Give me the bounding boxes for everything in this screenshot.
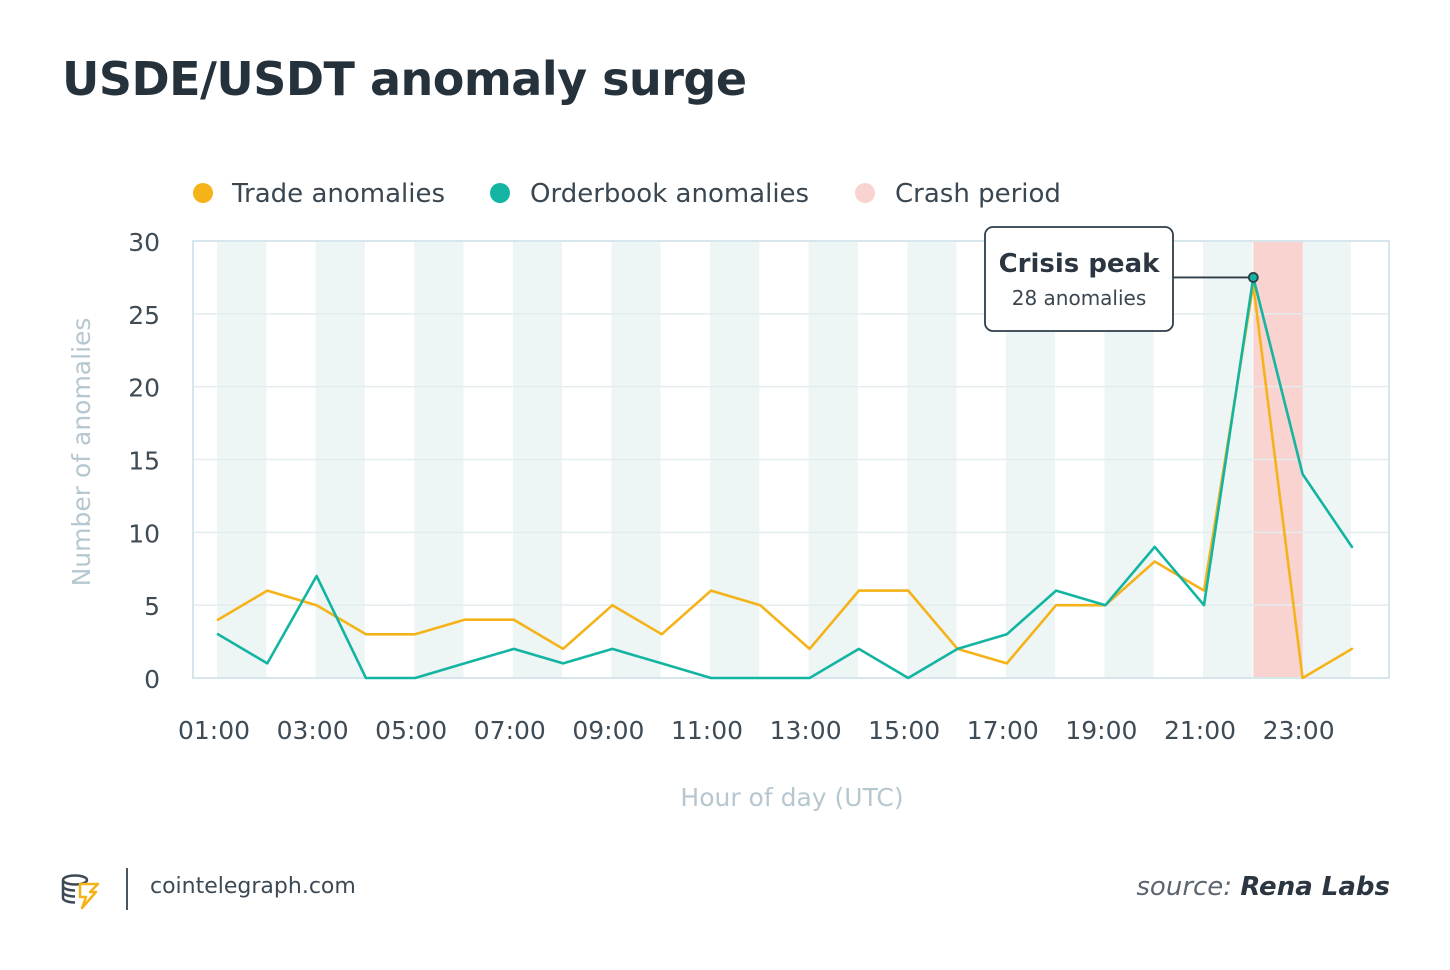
y-tick-label: 25 — [128, 301, 160, 330]
footer-source: source: Rena Labs — [1136, 872, 1390, 902]
x-tick-label: 15:00 — [868, 716, 940, 745]
x-axis-label: Hour of day (UTC) — [680, 783, 903, 812]
legend-label: Orderbook anomalies — [530, 179, 809, 209]
x-tick-label: 09:00 — [572, 716, 644, 745]
x-tick-label: 19:00 — [1065, 716, 1137, 745]
annotation-title: Crisis peak — [999, 249, 1161, 279]
orderbook-anomalies-line — [216, 276, 1354, 680]
y-tick-label: 30 — [128, 228, 160, 257]
legend-marker — [855, 183, 875, 203]
x-tick-label: 05:00 — [375, 716, 447, 745]
x-tick-label: 11:00 — [671, 716, 743, 745]
footer-site-link[interactable]: cointelegraph.com — [150, 874, 356, 899]
y-tick-label: 0 — [144, 665, 160, 694]
x-tick-label: 07:00 — [474, 716, 546, 745]
legend-marker — [193, 183, 213, 203]
y-tick-label: 10 — [128, 519, 160, 548]
cointelegraph-logo-icon — [61, 874, 100, 910]
x-tick-label: 01:00 — [178, 716, 250, 745]
y-axis-label: Number of anomalies — [67, 318, 96, 587]
annotation-text: 28 anomalies — [1012, 286, 1147, 310]
y-tick-label: 5 — [144, 592, 160, 621]
legend-marker — [490, 183, 510, 203]
x-tick-label: 23:00 — [1263, 716, 1335, 745]
legend-label: Crash period — [895, 179, 1061, 209]
annotation-box — [984, 226, 1174, 332]
x-tick-label: 13:00 — [770, 716, 842, 745]
y-tick-label: 20 — [128, 374, 160, 403]
footer-divider — [126, 868, 128, 910]
x-tick-label: 21:00 — [1164, 716, 1236, 745]
y-tick-label: 15 — [128, 447, 160, 476]
trade-anomalies-line — [216, 283, 1354, 680]
x-tick-label: 17:00 — [967, 716, 1039, 745]
source-label: source: — [1136, 872, 1233, 902]
chart-title: USDE/USDT anomaly surge — [62, 52, 747, 106]
annotation-point — [1247, 272, 1259, 283]
x-tick-label: 03:00 — [277, 716, 349, 745]
source-name: Rena Labs — [1240, 872, 1390, 902]
legend-label: Trade anomalies — [231, 179, 445, 209]
